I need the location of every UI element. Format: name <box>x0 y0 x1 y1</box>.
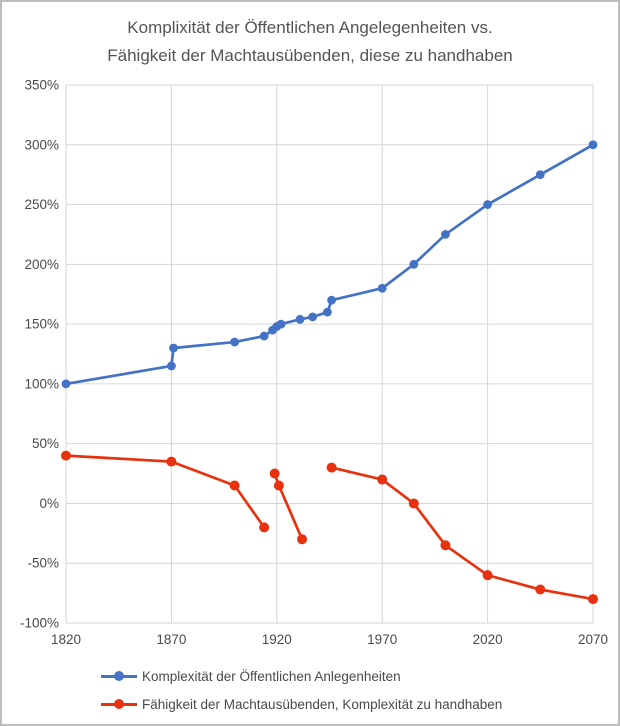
x-axis-tick-label: 1970 <box>367 632 397 647</box>
chart-title: Komplixität der Öffentlichen Angelegenhe… <box>2 14 618 70</box>
x-axis-tick-label: 1870 <box>156 632 186 647</box>
y-axis-tick-label: -50% <box>27 556 59 571</box>
series-line-1 <box>330 466 595 601</box>
legend-item-faehigkeit: Fähigkeit der Machtausübenden, Komplexit… <box>101 695 502 713</box>
series-point-1 <box>273 480 284 491</box>
series-point-1 <box>326 462 337 473</box>
x-axis-tick-label: 2020 <box>473 632 503 647</box>
series-point-1 <box>297 534 308 545</box>
y-axis-tick-label: 350% <box>24 78 59 93</box>
series-point-1 <box>588 594 598 605</box>
y-axis-tick-label: 50% <box>32 436 59 451</box>
chart-legend: Komplexität der Öffentlichen Anlegenheit… <box>101 667 502 713</box>
x-axis-tick-label: 2070 <box>578 632 608 647</box>
y-axis-tick-label: 300% <box>24 137 59 152</box>
series-point-1 <box>482 570 493 581</box>
series-point-0 <box>167 361 176 371</box>
series-point-0 <box>483 200 492 209</box>
series-point-0 <box>276 319 286 329</box>
blue-line-marker-icon <box>101 671 137 681</box>
series-point-1 <box>61 450 71 461</box>
legend-label-komplexitaet: Komplexität der Öffentlichen Anlegenheit… <box>142 668 401 684</box>
series-point-0 <box>441 230 450 239</box>
series-point-0 <box>535 170 545 180</box>
series-point-0 <box>295 314 305 324</box>
legend-label-faehigkeit: Fähigkeit der Machtausübenden, Komplexit… <box>142 696 503 712</box>
series-point-0 <box>259 331 269 341</box>
series-point-0 <box>308 312 318 322</box>
series-point-0 <box>61 379 71 389</box>
series-line-1 <box>64 454 266 529</box>
x-axis-tick-label: 1920 <box>262 632 292 647</box>
series-point-1 <box>166 456 177 467</box>
red-line-marker-icon <box>101 699 137 709</box>
series-point-0 <box>588 140 598 150</box>
y-axis-tick-label: 150% <box>24 317 59 332</box>
series-point-1 <box>535 584 546 595</box>
series-point-0 <box>377 283 387 293</box>
series-point-1 <box>440 540 451 551</box>
chart-title-line-2: Fähigkeit der Machtausübenden, diese zu … <box>107 46 513 65</box>
series-point-1 <box>377 474 388 485</box>
chart-title-line-1: Komplixität der Öffentlichen Angelegenhe… <box>127 18 493 37</box>
series-point-1 <box>259 522 270 533</box>
series-point-0 <box>327 295 337 305</box>
y-axis-tick-label: 0% <box>39 496 59 511</box>
legend-item-komplexitaet: Komplexität der Öffentlichen Anlegenheit… <box>101 667 502 685</box>
y-axis-tick-label: 250% <box>24 197 59 212</box>
series-point-0 <box>322 307 332 317</box>
y-axis-tick-label: -100% <box>20 616 59 631</box>
series-point-1 <box>408 498 419 509</box>
series-point-0 <box>169 343 178 353</box>
series-point-1 <box>229 480 240 491</box>
y-axis-tick-label: 100% <box>24 376 59 391</box>
series-point-0 <box>409 259 419 269</box>
plot-border <box>65 84 594 624</box>
series-point-1 <box>269 468 280 479</box>
series-point-0 <box>230 337 240 347</box>
x-axis-tick-label: 1820 <box>51 632 81 647</box>
series-line-0 <box>64 143 595 386</box>
y-axis-tick-label: 200% <box>24 257 59 272</box>
